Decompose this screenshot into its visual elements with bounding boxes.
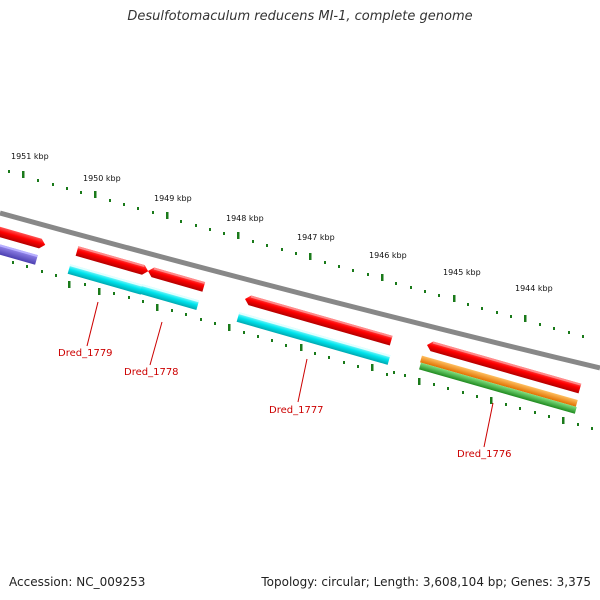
cds-feature: [75, 246, 149, 275]
gene-label: Dred_1777: [269, 405, 324, 416]
gene-feature: [67, 264, 144, 295]
gene-label: Dred_1778: [124, 367, 179, 378]
green-feature: [419, 362, 577, 414]
scale-label: 1946 kbp: [369, 251, 407, 260]
gene-feature: [139, 284, 200, 310]
gene-feature: [236, 312, 391, 365]
topology-text: Topology: circular; Length: 3,608,104 bp…: [261, 575, 591, 589]
map-title: Desulfotomaculum reducens MI-1, complete…: [127, 9, 473, 24]
scale-label: 1947 kbp: [297, 233, 335, 242]
orange-feature: [420, 355, 578, 407]
scale-label: 1945 kbp: [443, 268, 481, 277]
gene-label: Dred_1779: [58, 348, 113, 359]
scale-labels: 1951 kbp 1950 kbp 1949 kbp 1948 kbp 1947…: [11, 152, 553, 293]
scale-track: 1951 kbp 1950 kbp 1949 kbp 1948 kbp 1947…: [8, 152, 584, 338]
accession-text: Accession: NC_009253: [9, 575, 146, 589]
cds-feature: [427, 341, 582, 394]
purple-feature: [0, 241, 38, 265]
features: [0, 224, 582, 414]
gene-label: Dred_1776: [457, 449, 512, 460]
scale-label: 1949 kbp: [154, 194, 192, 203]
scale-label: 1950 kbp: [83, 174, 121, 183]
scale-label: 1951 kbp: [11, 152, 49, 161]
cds-feature: [0, 224, 46, 249]
cds-feature: [148, 267, 206, 292]
inner-tick-track: [12, 261, 593, 430]
label-leaders: [86, 301, 494, 448]
scale-major-ticks: [22, 171, 527, 322]
scale-label: 1948 kbp: [226, 214, 264, 223]
genome-backbone: [0, 210, 600, 371]
gene-labels: Dred_1779 Dred_1778 Dred_1777 Dred_1776: [58, 348, 512, 460]
cds-feature: [245, 295, 393, 346]
scale-label: 1944 kbp: [515, 284, 553, 293]
scale-minor-ticks: [8, 170, 584, 338]
